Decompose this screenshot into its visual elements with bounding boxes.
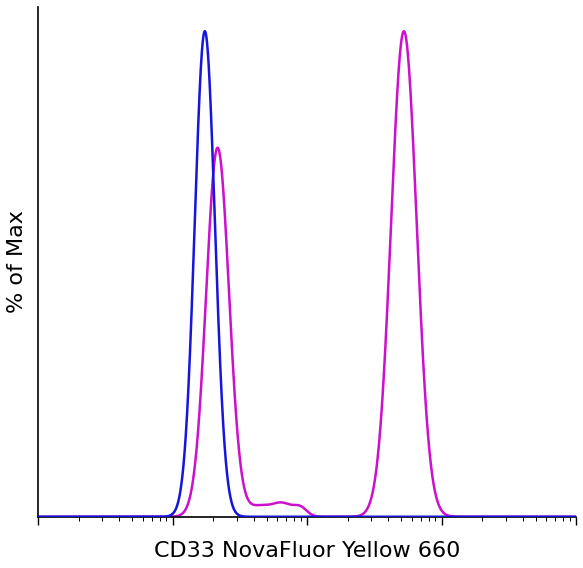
X-axis label: CD33 NovaFluor Yellow 660: CD33 NovaFluor Yellow 660 [154, 541, 460, 561]
Y-axis label: % of Max: % of Max [7, 210, 27, 314]
